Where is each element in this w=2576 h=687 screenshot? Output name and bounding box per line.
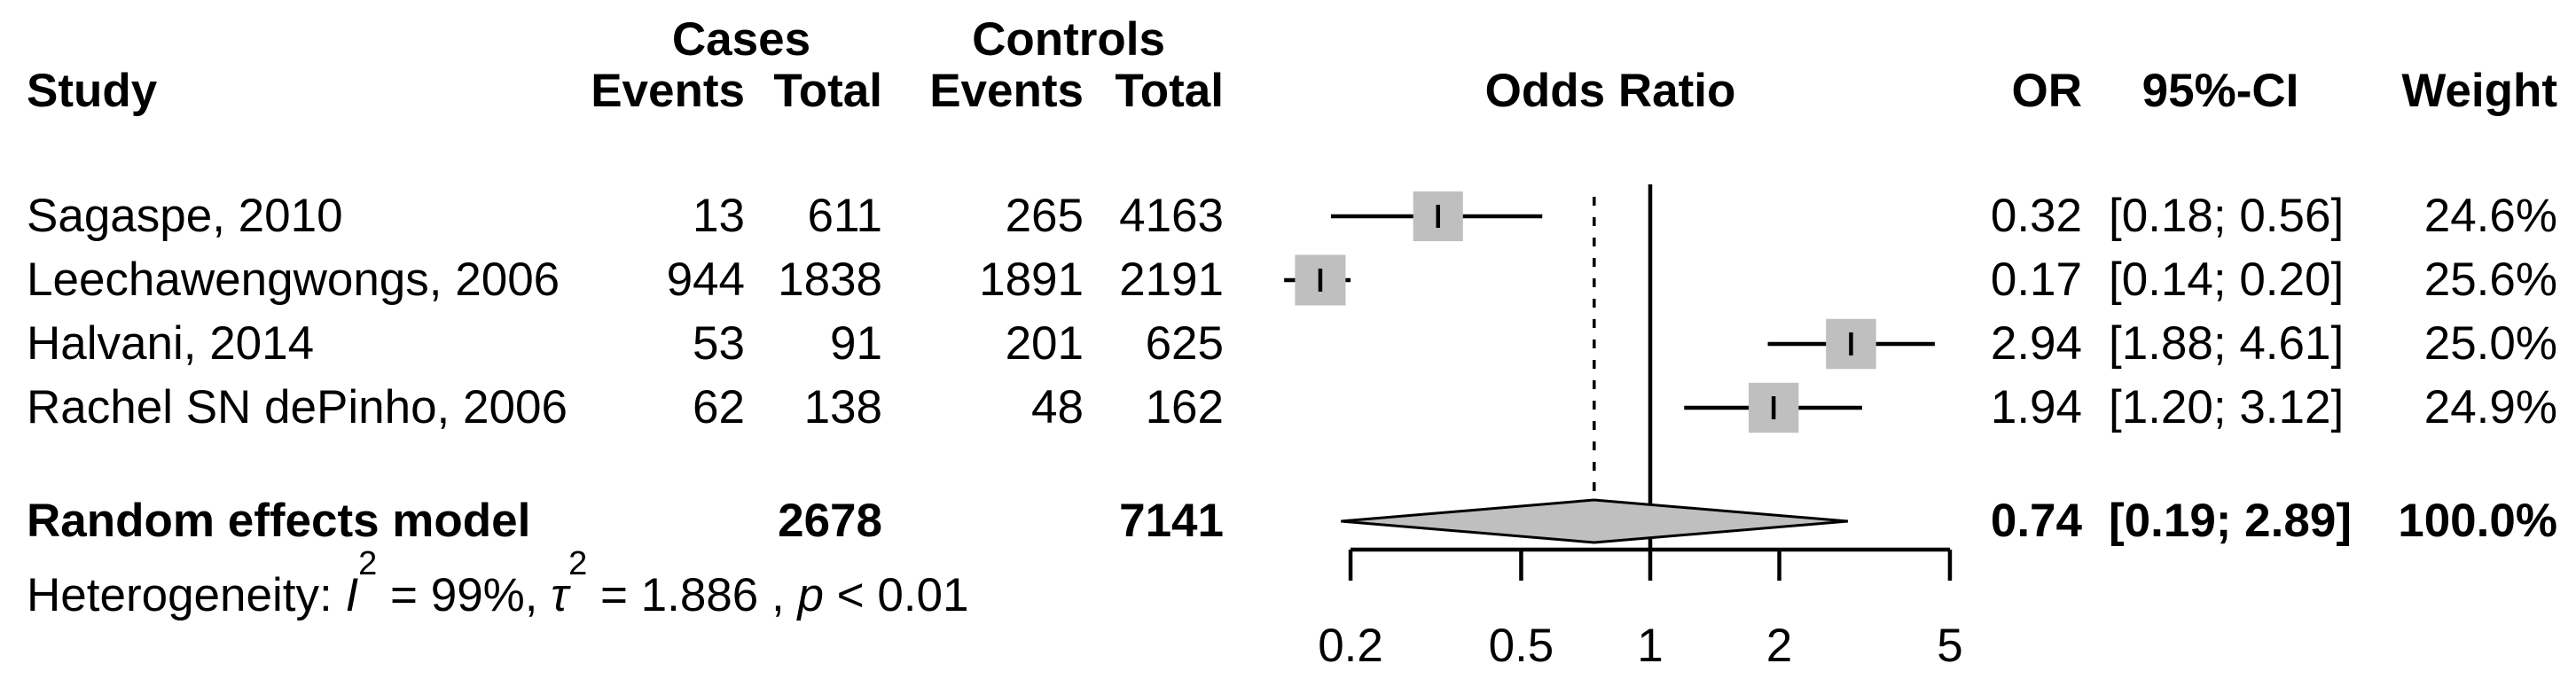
study-name: Rachel SN dePinho, 2006 [27,381,568,433]
summary-or-value: 0.74 [1990,495,2082,547]
odds-ratio-header: Odds Ratio [1484,65,1736,117]
study-name: Halvani, 2014 [27,317,315,370]
or-value: 1.94 [1990,381,2082,433]
study-column-header: Study [27,65,158,117]
controls-events-value: 265 [1005,190,1084,242]
controls-total-value: 162 [1145,381,1224,433]
cases-events-header: Events [591,65,745,117]
x-axis-tick-label: 1 [1637,620,1664,672]
weight-header: Weight [2401,65,2557,117]
or-value: 0.32 [1990,190,2082,242]
summary-controls-total: 7141 [1119,495,1224,547]
cases-group-header: Cases [671,13,811,66]
controls-total-value: 4163 [1119,190,1224,242]
summary-ci-value: [0.19; 2.89] [2109,495,2352,547]
study-name: Leechawengwongs, 2006 [27,254,560,306]
controls-events-header: Events [929,65,1084,117]
x-axis-tick-label: 2 [1766,620,1793,672]
summary-weight-value: 100.0% [2398,495,2557,547]
or-value: 0.17 [1990,254,2082,306]
summary-model-label: Random effects model [27,495,531,547]
estimate-tick [1849,332,1853,355]
ci-value: [1.88; 4.61] [2109,317,2345,370]
ci-header: 95%-CI [2141,65,2299,117]
cases-events-value: 62 [693,381,745,433]
summary-diamond [1341,498,1848,544]
x-axis-tick-label: 0.2 [1318,620,1383,672]
estimate-tick [1318,269,1323,292]
cases-total-value: 91 [830,317,882,370]
cases-events-value: 944 [666,254,745,306]
x-axis-tick-label: 0.5 [1488,620,1554,672]
summary-cases-total: 2678 [778,495,882,547]
x-axis-tick-label: 5 [1937,620,1963,672]
weight-value: 24.6% [2423,190,2557,242]
weight-value: 25.0% [2423,317,2557,370]
weight-value: 25.6% [2423,254,2557,306]
controls-total-value: 2191 [1119,254,1224,306]
estimate-tick [1771,396,1776,419]
study-name: Sagaspe, 2010 [27,190,343,242]
heterogeneity-text: Heterogeneity: I2 = 99%, τ2 = 1.886 , p … [27,545,969,621]
controls-events-value: 1891 [979,254,1084,306]
controls-total-header: Total [1115,65,1224,117]
weight-value: 24.9% [2423,381,2557,433]
cases-total-value: 138 [803,381,882,433]
cases-total-value: 611 [807,190,883,242]
or-value: 2.94 [1990,317,2082,370]
ci-value: [0.14; 0.20] [2109,254,2345,306]
ci-value: [1.20; 3.12] [2109,381,2345,433]
cases-events-value: 13 [693,190,745,242]
cases-total-value: 1838 [778,254,882,306]
controls-group-header: Controls [972,13,1165,66]
ci-value: [0.18; 0.56] [2109,190,2345,242]
cases-events-value: 53 [693,317,745,370]
controls-events-value: 201 [1005,317,1084,370]
controls-events-value: 48 [1031,381,1084,433]
controls-total-value: 625 [1145,317,1224,370]
or-header: OR [2011,65,2083,117]
cases-total-header: Total [773,65,882,117]
estimate-tick [1436,205,1440,228]
